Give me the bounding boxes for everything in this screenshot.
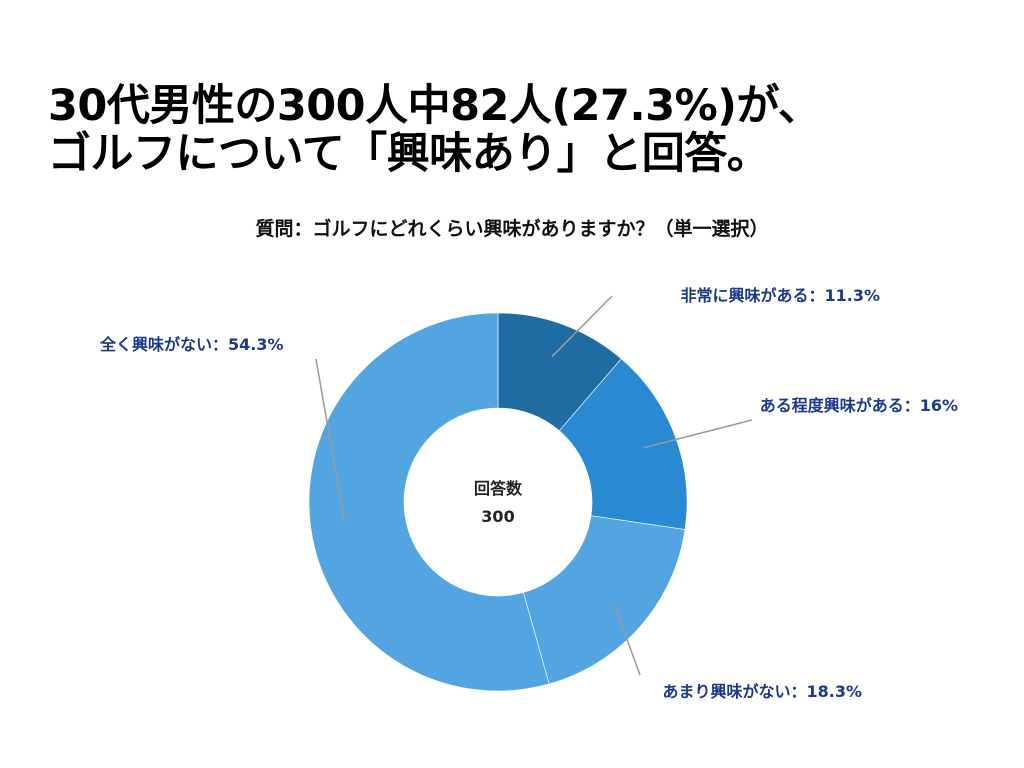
donut-slices <box>308 312 688 692</box>
center-label: 回答数 <box>474 479 523 498</box>
headline-line-1: 30代男性の300人中82人(27.3%)が、 <box>48 81 821 131</box>
headline-line-2: ゴルフについて「興味あり」と回答。 <box>48 129 770 179</box>
center-value: 300 <box>481 507 514 526</box>
donut-slice-2 <box>558 358 688 530</box>
survey-question: 質問：ゴルフにどれくらい興味がありますか？（単一選択） <box>255 218 769 240</box>
donut-slice-3 <box>523 515 686 685</box>
leader-line-2 <box>643 419 753 449</box>
leader-line-4 <box>315 358 346 524</box>
slice-label-2: ある程度興味がある：16% <box>760 396 958 415</box>
headline: 30代男性の300人中82人(27.3%)が、 ゴルフについて「興味あり」と回答… <box>48 82 988 178</box>
donut-slice-4 <box>308 312 550 692</box>
slice-labels: 非常に興味がある：11.3% ある程度興味がある：16% あまり興味がない：18.3… <box>99 286 958 701</box>
slice-label-4: 全く興味がない：54.3% <box>99 335 284 354</box>
leader-line-3 <box>613 604 641 676</box>
leader-line-1 <box>551 295 613 358</box>
slice-label-1: 非常に興味がある：11.3% <box>680 286 880 305</box>
leader-lines <box>315 295 753 676</box>
slice-label-3: あまり興味がない：18.3% <box>662 682 862 701</box>
